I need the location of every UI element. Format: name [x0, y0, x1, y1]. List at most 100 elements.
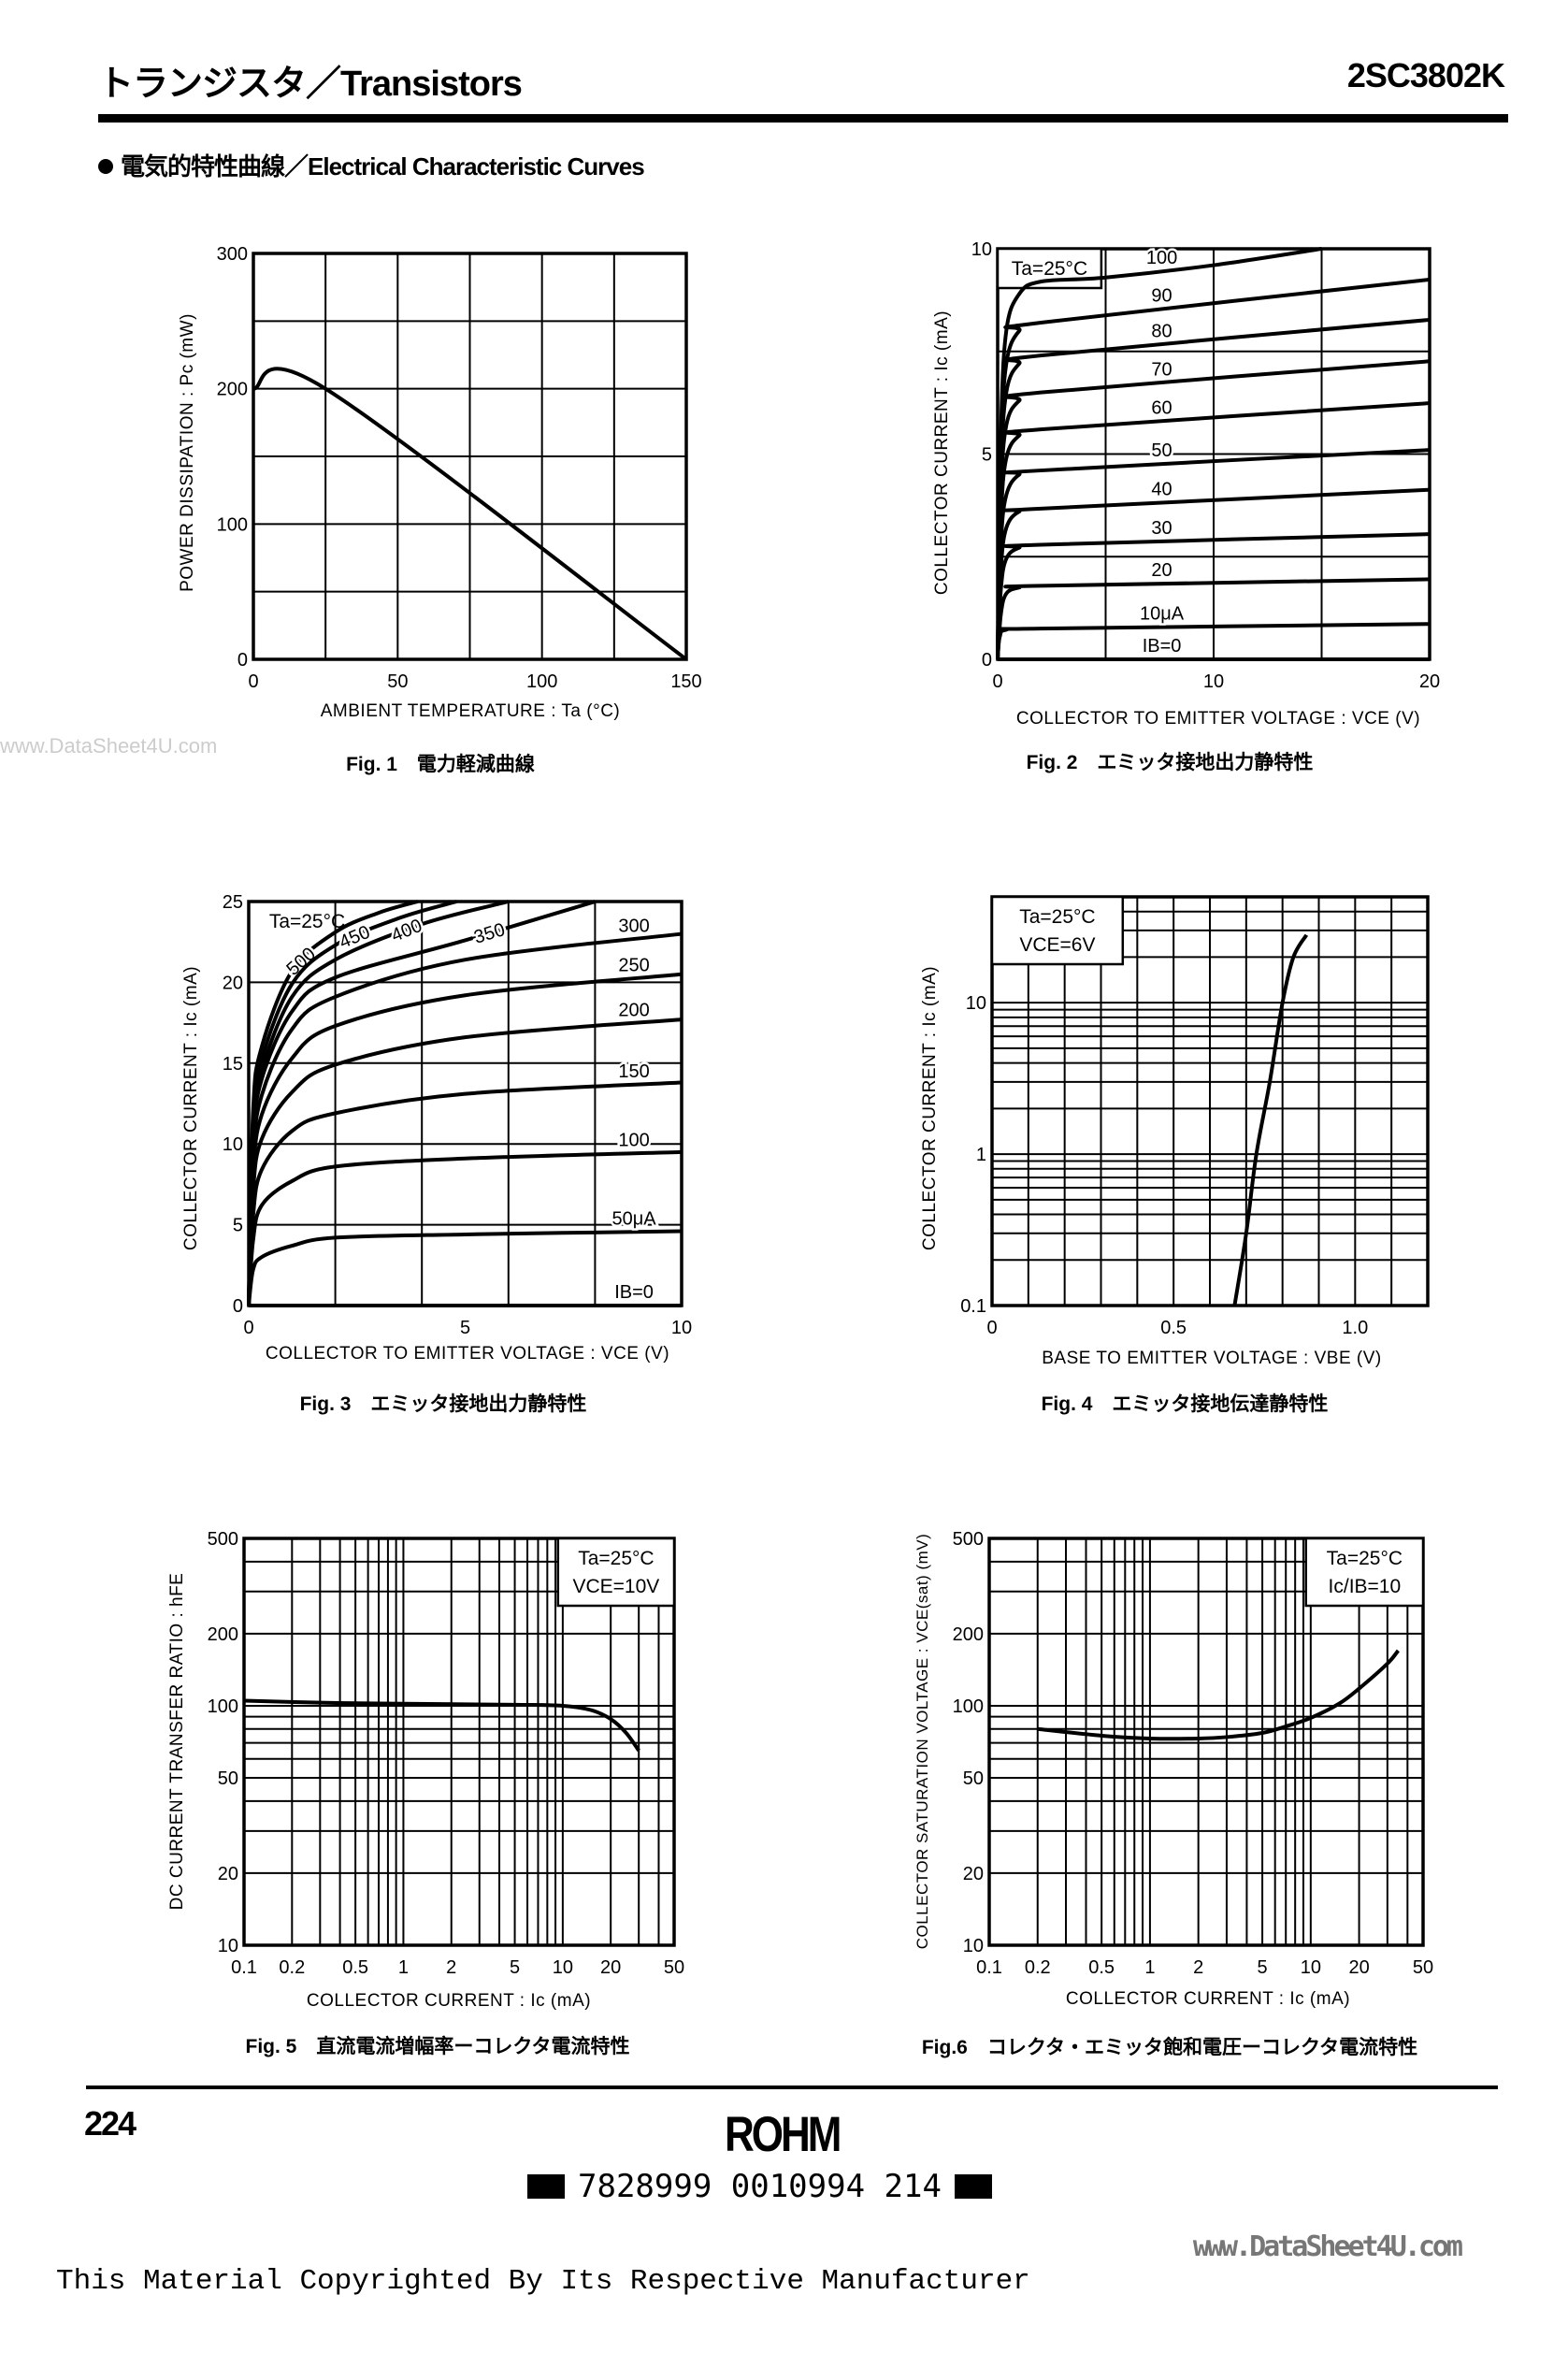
- footer-rule: [86, 2086, 1498, 2089]
- curve-label: 100: [618, 1130, 649, 1150]
- x-tick-label: 0.5: [342, 1957, 368, 1978]
- fig3-caption: Fig. 3 エミッタ接地出力静特性: [299, 1393, 587, 1415]
- header-rule: [98, 114, 1508, 123]
- x-tick-label: 5: [460, 1318, 470, 1338]
- series-curve: [1037, 1649, 1400, 1741]
- x-tick-label: 10: [671, 1318, 692, 1338]
- legend-box: [556, 1537, 676, 1608]
- y-tick-label: 100: [217, 514, 248, 535]
- y-tick-label: 10: [971, 239, 992, 260]
- fig6-caption: Fig.6 コレクタ・エミッタ飽和電圧ーコレクタ電流特性: [921, 2037, 1418, 2058]
- fig2-xlabel: COLLECTOR TO EMITTER VOLTAGE : VCE (V): [1015, 709, 1421, 729]
- x-tick-label: 1.0: [1342, 1318, 1368, 1338]
- legend-text: Ta=25°C: [1012, 258, 1087, 280]
- x-tick-label: 20: [600, 1957, 621, 1978]
- curve-label: 350: [471, 919, 507, 948]
- curve-label: IB=0: [1143, 636, 1182, 657]
- y-tick-label: 0: [237, 650, 248, 671]
- curve-label: 40: [1151, 480, 1172, 500]
- x-tick-label: 10: [1203, 671, 1224, 692]
- curve-label: 200: [618, 1000, 649, 1020]
- x-tick-label: 5: [510, 1957, 520, 1978]
- legend-text: Ta=25°C: [1019, 906, 1095, 928]
- x-tick-label: 0.2: [1025, 1957, 1051, 1978]
- y-tick-label: 20: [963, 1864, 984, 1884]
- x-tick-label: 0: [248, 671, 258, 692]
- plot-area: Ta=25°C Ic/IB=10 0.1 0.2 0.5 1 2 5 10 20 50 10 20 50 1…: [953, 1529, 1434, 1978]
- x-tick-label: 50: [1413, 1957, 1433, 1978]
- curve-label: 90: [1151, 286, 1172, 307]
- x-tick-label: 100: [526, 671, 557, 692]
- legend-text: Ta=25°C: [269, 911, 345, 932]
- curve-label: 70: [1151, 359, 1172, 380]
- series-curve: [996, 487, 1431, 660]
- y-tick-label: 5: [982, 445, 992, 466]
- barcode-block-icon: [527, 2174, 565, 2199]
- watermark-left: www.DataSheet4U.com: [0, 734, 218, 758]
- series-curve: [996, 577, 1431, 660]
- y-tick-label: 50: [963, 1768, 984, 1789]
- barcode-text: 7828999 0010994 214: [578, 2168, 942, 2205]
- series-curve: [996, 532, 1431, 660]
- x-tick-label: 0: [243, 1318, 253, 1338]
- curve-label: 150: [618, 1061, 649, 1082]
- y-tick-label: 200: [217, 380, 248, 400]
- legend-text: Ta=25°C: [1327, 1548, 1403, 1569]
- plot-frame: [990, 895, 1430, 1307]
- fig5-xlabel: COLLECTOR CURRENT : Ic (mA): [306, 1991, 592, 2011]
- y-tick-label: 20: [218, 1864, 238, 1884]
- x-tick-label: 0.5: [1088, 1957, 1115, 1978]
- y-tick-label: 5: [233, 1216, 243, 1236]
- plot-area: Ta=25°C VCE=6V 0 0.5 1.0 0.1 1 10: [960, 895, 1430, 1338]
- bullet-icon: [98, 159, 113, 174]
- x-tick-label: 1: [398, 1957, 409, 1978]
- x-tick-label: 10: [1301, 1957, 1321, 1978]
- y-tick-label: 100: [208, 1696, 238, 1717]
- plot-frame: [252, 252, 688, 661]
- part-number: 2SC3802K: [1346, 56, 1505, 94]
- series-curve: [243, 1698, 640, 1753]
- y-tick-label: 1: [976, 1145, 986, 1165]
- legend-text: Ta=25°C: [578, 1548, 654, 1569]
- x-tick-label: 50: [387, 671, 408, 692]
- curve-label: 50μA: [612, 1208, 657, 1229]
- barcode-line: 7828999 0010994 214: [514, 2168, 1005, 2205]
- y-tick-label: 300: [217, 244, 248, 265]
- y-tick-label: 50: [218, 1768, 238, 1789]
- y-tick-label: 500: [208, 1529, 238, 1550]
- fig4-chart: Ta=25°C VCE=6V 0 0.5 1.0 0.1 1 10: [960, 895, 1430, 1338]
- fig6-chart: Ta=25°C Ic/IB=10 0.1 0.2 0.5 1 2 5 10 20 50 10 20 50 1…: [953, 1529, 1434, 1978]
- barcode-block-icon: [954, 2174, 992, 2199]
- y-tick-label: 15: [223, 1054, 243, 1075]
- y-tick-label: 10: [963, 1936, 984, 1956]
- page-number: 224: [84, 2104, 137, 2143]
- plot-area: 0 50 100 150 0 100 200 300: [217, 244, 702, 692]
- y-tick-label: 0: [982, 650, 992, 671]
- x-tick-label: 0.5: [1160, 1318, 1187, 1338]
- x-tick-label: 50: [664, 1957, 684, 1978]
- series-curve: [247, 1149, 683, 1306]
- fig1-caption: Fig. 1 電力軽減曲線: [346, 754, 535, 775]
- x-tick-label: 0.1: [231, 1957, 257, 1978]
- x-tick-label: 10: [553, 1957, 573, 1978]
- curve-label: 250: [618, 956, 649, 976]
- y-tick-label: 10: [218, 1936, 238, 1956]
- series-curve: [252, 367, 688, 661]
- y-tick-label: 20: [223, 973, 243, 993]
- x-tick-label: 0.1: [976, 1957, 1002, 1978]
- legend-box: [1304, 1537, 1425, 1608]
- series-curve: [1232, 933, 1309, 1306]
- series-curve: [247, 1229, 683, 1306]
- y-tick-label: 0: [233, 1296, 243, 1317]
- curve-label: 30: [1151, 518, 1172, 539]
- watermark-right: www.DataSheet4U.com: [1192, 2230, 1463, 2263]
- fig4-caption: Fig. 4 エミッタ接地伝達静特性: [1041, 1393, 1329, 1415]
- curve-label: 100: [1146, 248, 1177, 268]
- curve-label: 10μA: [1140, 604, 1185, 625]
- rohm-logo: ROHM: [725, 2107, 842, 2162]
- series-curve: [996, 622, 1431, 660]
- plot-frame: [987, 1537, 1425, 1947]
- legend-text: Ic/IB=10: [1329, 1576, 1402, 1597]
